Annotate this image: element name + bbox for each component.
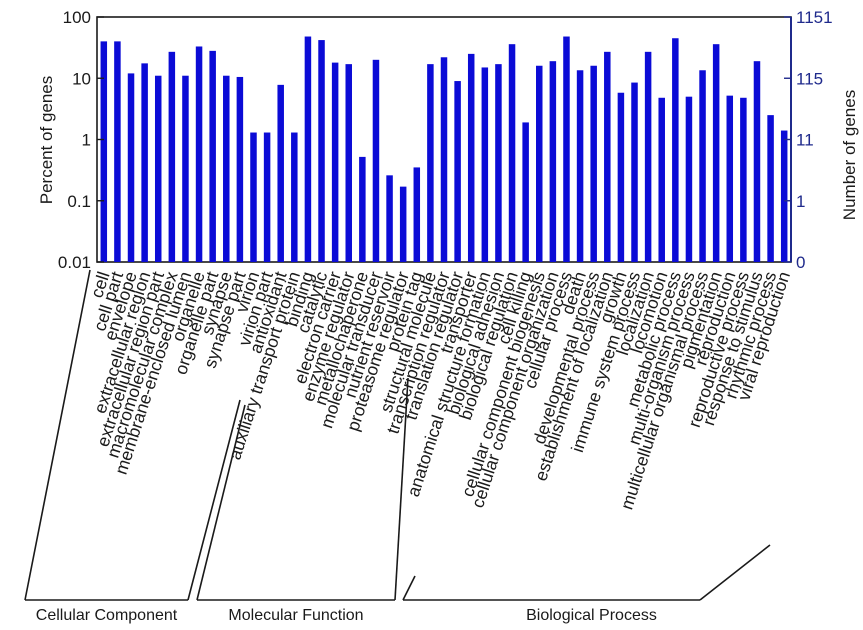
bar-48 [753,61,761,262]
bar-49 [767,115,774,262]
y2-tick-label-3: 1 [796,192,805,211]
bar-39 [631,82,638,262]
bar-45 [712,44,720,263]
bars [100,36,788,263]
bar-6 [182,75,189,263]
bar-32 [536,65,543,262]
bar-24 [427,64,434,262]
bar-28 [481,67,489,262]
bar-20 [372,59,380,262]
group-bracket-right-0 [187,399,241,601]
bar-14 [291,132,298,262]
y-axis-label: Percent of genes [37,76,56,205]
group-bracket-left-1 [196,404,246,601]
bar-46 [726,95,734,262]
bar-41 [658,97,665,262]
y-tick-label-3: 0.1 [67,192,91,211]
bar-30 [508,44,516,263]
bar-27 [467,53,475,262]
bar-37 [604,51,611,263]
group-bracket-right-1 [394,377,409,601]
bar-3 [141,63,148,262]
y-tick-label-4: 0.01 [58,253,91,272]
group-bracket-left-2 [402,575,416,601]
bar-25 [440,57,448,262]
bar-17 [331,62,339,262]
bar-12 [263,132,271,262]
bar-18 [345,64,352,262]
y2-axis-label: Number of genes [840,90,859,220]
bar-33 [549,61,557,262]
bar-1 [114,41,121,262]
bar-34 [563,36,570,263]
bar-11 [250,132,257,262]
bar-47 [740,97,747,262]
bar-19 [359,156,366,262]
group-label-0: Cellular Component [36,607,178,624]
bar-44 [699,70,706,262]
bar-4 [154,75,162,263]
bar-31 [522,122,529,263]
bar-10 [236,76,244,263]
bar-38 [617,92,625,262]
y-tick-label-2: 1 [82,131,91,150]
bar-21 [386,175,393,262]
bar-16 [318,40,325,262]
group-label-1: Molecular Function [228,607,363,624]
bar-50 [780,130,788,262]
y-tick-label-0: 100 [63,8,91,27]
group-bracket-right-2 [699,544,771,601]
y2-tick-label-2: 11 [796,131,814,150]
bar-0 [100,41,108,262]
bar-29 [495,64,502,262]
category-groups: Cellular Component Molecular Function Biol… [24,269,771,624]
bar-15 [304,36,312,263]
bar-26 [454,81,461,262]
bar-36 [590,65,597,262]
y-tick-label-1: 10 [72,69,91,88]
bar-42 [672,38,679,262]
bar-9 [223,75,230,263]
bar-43 [685,96,693,263]
y2-tick-label-0: 1151 [796,8,833,27]
bar-35 [576,70,584,262]
bar-13 [277,84,284,262]
bar-8 [209,50,216,262]
bar-5 [168,51,176,263]
bar-23 [413,167,421,262]
bar-7 [195,46,203,262]
group-label-2: Biological Process [526,607,657,624]
y2-tick-label-1: 115 [796,69,823,88]
bar-40 [644,51,652,263]
bar-2 [127,73,135,262]
y2-tick-label-4: 0 [796,253,805,272]
group-bracket-left-0 [24,269,91,601]
bar-22 [399,186,407,262]
